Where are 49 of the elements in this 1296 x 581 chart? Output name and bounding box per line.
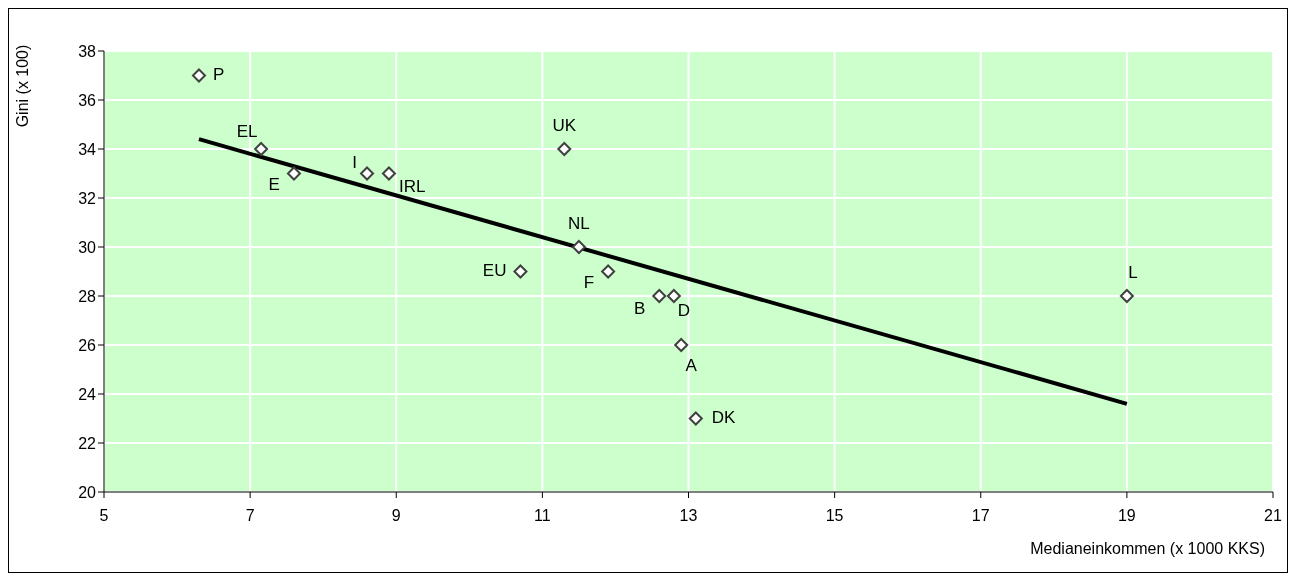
point: [674, 338, 689, 352]
point: [254, 142, 269, 156]
annotation: B: [633, 299, 646, 319]
point: [571, 240, 586, 254]
annotation: P: [212, 64, 225, 84]
x-axis-title: Medianeinkommen (x 1000 KKS): [1030, 540, 1265, 557]
point: [191, 68, 206, 83]
y-tick-label: 30: [78, 238, 97, 256]
point: [1119, 289, 1134, 303]
annotation: NL: [568, 214, 590, 234]
x-tick-label: 7: [245, 507, 255, 525]
annotation: UK: [552, 116, 577, 136]
point: [557, 142, 572, 156]
x-tick-label: 19: [1117, 507, 1136, 525]
annotation: A: [685, 356, 698, 376]
annotation: L: [1128, 263, 1138, 283]
x-tick-label: 15: [825, 507, 844, 525]
x-tick-label: 21: [1264, 507, 1282, 525]
point: [513, 264, 528, 279]
x-tick-label: 17: [971, 507, 990, 525]
annotation: EU: [482, 260, 507, 280]
x-tick-label: 9: [391, 507, 401, 525]
annotation: E: [268, 174, 280, 194]
y-tick-label: 20: [78, 483, 97, 501]
point: [652, 289, 667, 303]
y-tick-label: 32: [78, 189, 97, 207]
point: [666, 289, 681, 303]
annotation: IRL: [398, 176, 426, 196]
y-tick-label: 38: [78, 42, 97, 60]
point: [601, 264, 616, 279]
y-tick-label: 26: [78, 336, 97, 354]
annotation: D: [677, 301, 691, 321]
point: [688, 411, 703, 426]
annotation: F: [583, 272, 595, 292]
y-tick-label: 34: [78, 140, 97, 158]
point: [381, 166, 396, 181]
y-axis-title: Gini (x 100): [14, 44, 32, 128]
x-tick-label: 11: [534, 507, 551, 525]
annotation: EL: [236, 122, 258, 142]
point: [360, 166, 375, 181]
y-tick-label: 28: [78, 287, 97, 305]
x-tick-label: 13: [679, 507, 698, 525]
point: [286, 166, 301, 181]
y-tick-label: 22: [78, 434, 97, 452]
annotation: I: [352, 152, 358, 172]
annotation: DK: [711, 407, 737, 427]
y-tick-label: 24: [78, 385, 97, 403]
x-tick-label: 5: [99, 507, 109, 525]
y-tick-label: 36: [78, 91, 97, 109]
